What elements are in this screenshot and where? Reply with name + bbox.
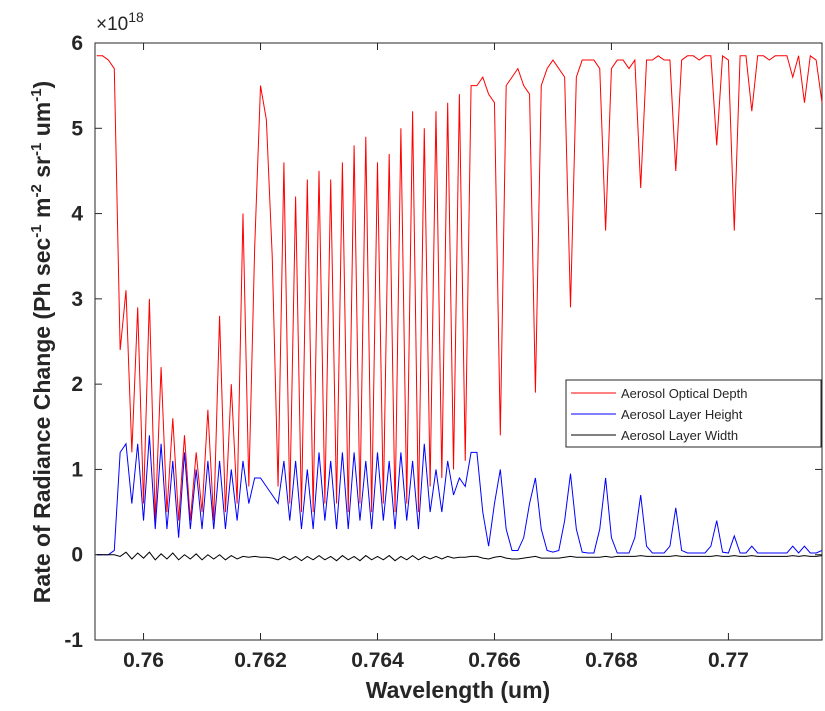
y-label-sup: -2 [28,184,45,197]
y-tick-label: -1 [64,629,83,652]
y-tick-label: 1 [71,458,83,481]
series-line [96,551,823,562]
series-line [96,435,823,556]
y-label-sup: -1 [28,224,45,237]
y-tick-label: 5 [71,117,83,140]
x-tick-label: 0.77 [708,649,749,672]
plot-frame [94,42,823,641]
y-tick-label: 4 [71,203,83,226]
y-label-part: sr [29,156,55,184]
multiplier-exponent: 18 [128,9,144,25]
y-tick-label: 2 [71,373,83,396]
y-label-part: um [29,102,55,143]
y-multiplier: ×1018 [96,9,144,35]
x-tick-label: 0.764 [351,649,404,672]
x-tick-label: 0.76 [123,649,164,672]
series-line [96,54,823,521]
y-tick-label: 0 [71,544,83,567]
x-axis-label: Wavelength (um) [366,677,550,703]
y-tick-label: 6 [71,32,83,55]
legend-label: Aerosol Layer Height [621,407,743,422]
y-label-sup: -1 [28,88,45,101]
x-tick-label: 0.768 [585,649,638,672]
legend-label: Aerosol Optical Depth [621,386,747,401]
y-label-sup: -1 [28,143,45,156]
y-label-part: m [29,198,55,225]
multiplier-base: ×10 [96,14,128,35]
legend-label: Aerosol Layer Width [621,428,738,443]
x-tick-label: 0.766 [468,649,521,672]
y-axis-label: Rate of Radiance Change (Ph sec-1 m-2 sr… [28,81,55,603]
y-label-part: Rate of Radiance Change (Ph sec [29,237,55,603]
y-label-part: ) [29,81,55,89]
y-tick-label: 3 [71,288,83,311]
x-tick-label: 0.762 [234,649,287,672]
